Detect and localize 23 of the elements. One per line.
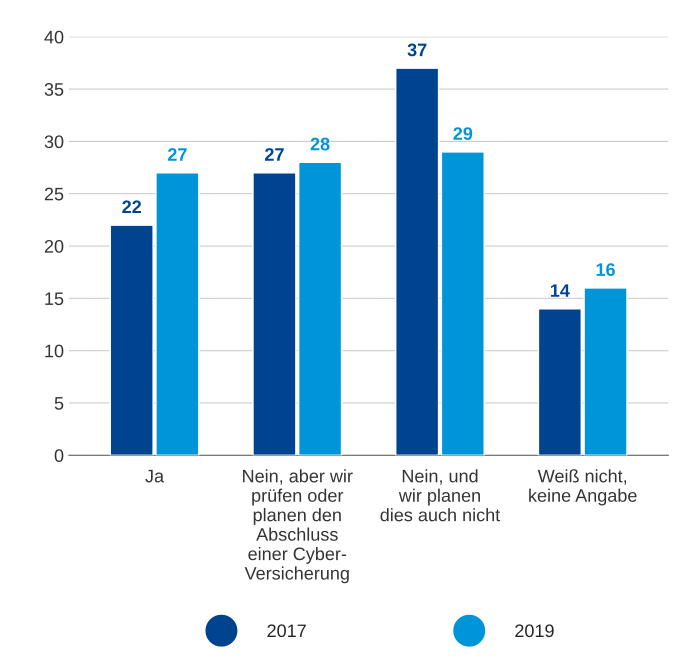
y-tick-label: 35 <box>44 83 64 96</box>
legend-label: 2019 <box>515 624 554 638</box>
data-label: 28 <box>310 138 330 150</box>
y-tick-label: 5 <box>54 397 64 410</box>
x-tick-label: Ja <box>145 470 164 482</box>
x-tick-label: Nein, und wir planen dies auch nicht <box>380 469 500 522</box>
data-label: 14 <box>550 284 570 297</box>
data-label: 29 <box>453 127 472 140</box>
data-label: 37 <box>408 43 426 56</box>
y-tick-label: 40 <box>44 30 64 44</box>
data-label: 16 <box>596 263 615 276</box>
y-tick-label: 10 <box>45 344 64 358</box>
y-tick-label: 30 <box>44 135 64 148</box>
x-tick-label: Nein, aber wir prüfen oder planen den Abschluss einer Cyber- Versicherung <box>243 469 353 584</box>
y-tick-label: 25 <box>44 188 64 200</box>
y-tick-label: 20 <box>44 240 64 253</box>
y-tick-label: 15 <box>45 292 64 306</box>
data-label: 22 <box>122 200 142 214</box>
data-label: 27 <box>265 148 284 161</box>
y-tick-label: 0 <box>54 449 64 462</box>
data-label: 27 <box>168 148 187 161</box>
legend-label: 2017 <box>267 624 306 638</box>
x-tick-label: Weiß nicht, keine Angabe <box>529 469 637 506</box>
